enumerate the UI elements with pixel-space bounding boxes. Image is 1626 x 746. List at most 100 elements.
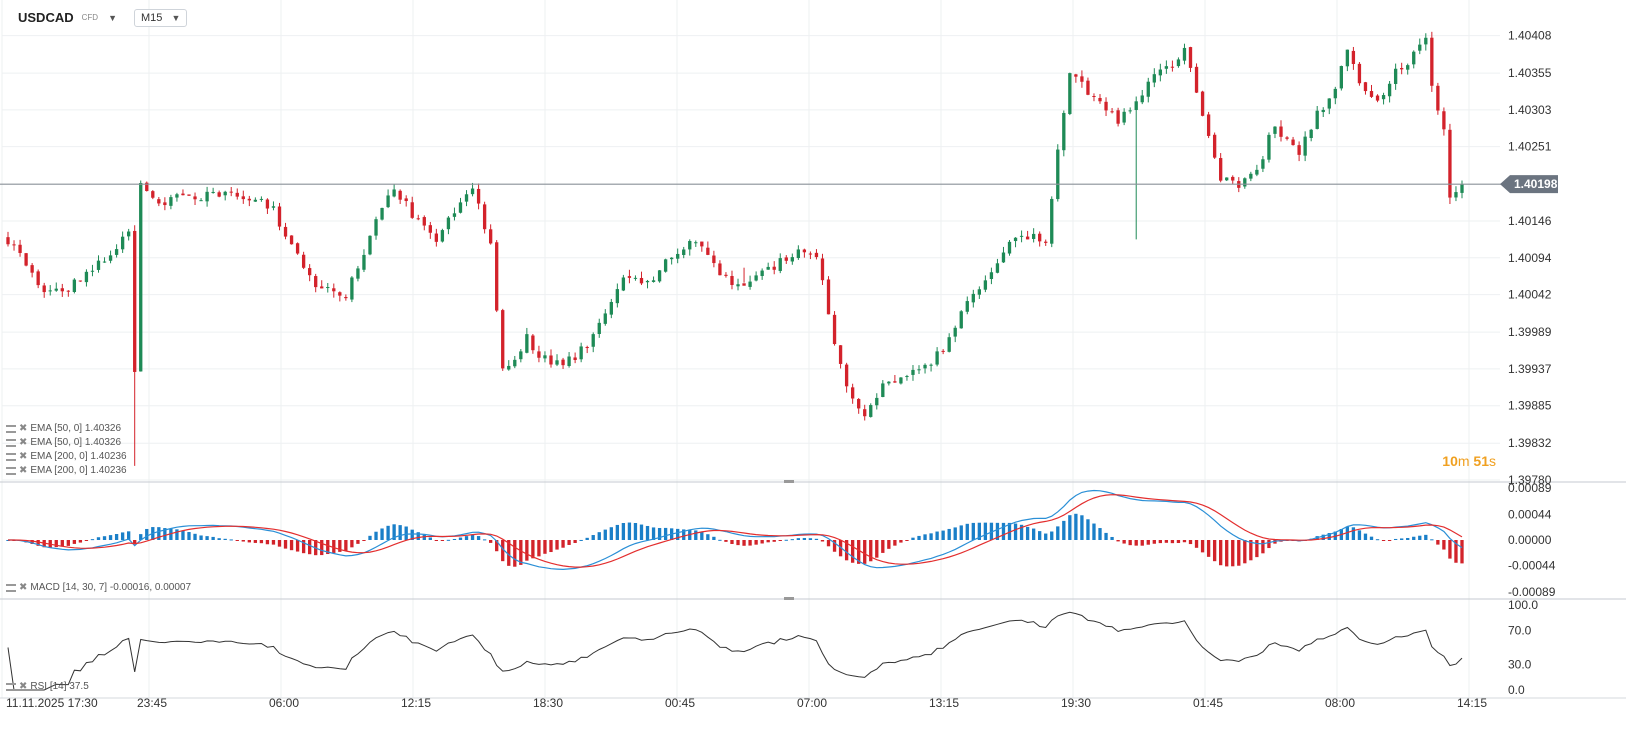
candle-body: [1454, 192, 1458, 198]
candle-body: [814, 252, 819, 258]
candle: [169, 194, 173, 210]
candle: [1424, 33, 1428, 51]
candle: [561, 357, 565, 370]
candle-body: [440, 230, 445, 242]
candle: [1128, 107, 1132, 114]
candle: [778, 253, 782, 274]
macd-bar: [476, 536, 481, 540]
macd-bar: [120, 532, 125, 540]
y-tick-label: 1.40042: [1508, 288, 1552, 302]
macd-bar: [1080, 515, 1084, 540]
close-icon[interactable]: ✖: [19, 582, 28, 593]
candle: [283, 222, 288, 240]
candle: [1092, 93, 1096, 102]
macd-bar: [700, 531, 704, 540]
settings-icon[interactable]: [6, 438, 16, 447]
macd-bar: [1019, 524, 1024, 540]
macd-tick-label: -0.00044: [1508, 559, 1556, 573]
macd-bar: [72, 540, 77, 544]
macd-bar: [223, 538, 227, 540]
macd-bar: [790, 539, 794, 541]
candle-body: [314, 276, 318, 288]
candle-body: [543, 355, 547, 359]
macd-bar: [1200, 540, 1205, 553]
macd-bar: [724, 540, 728, 542]
candle-body: [410, 202, 414, 218]
candle-body: [48, 290, 52, 292]
x-tick-label: 12:15: [401, 696, 431, 710]
candle-body: [488, 229, 493, 244]
candle-body: [1025, 236, 1030, 240]
macd-bar: [1345, 526, 1350, 540]
candle: [850, 383, 855, 404]
candle: [754, 271, 758, 282]
candle-body: [404, 198, 408, 202]
candle: [676, 248, 680, 264]
candle-body: [1315, 110, 1319, 129]
macd-bar: [1031, 528, 1036, 540]
candle: [760, 268, 764, 280]
candle-body: [700, 241, 704, 247]
candle-body: [169, 197, 173, 206]
candle: [482, 201, 487, 234]
candle-body: [1206, 114, 1211, 136]
candle: [857, 398, 861, 414]
symbol-selector[interactable]: USDCAD CFD ▼: [18, 10, 117, 25]
y-tick-label: 1.40303: [1508, 103, 1552, 117]
macd-bar: [265, 540, 270, 545]
settings-icon[interactable]: [6, 682, 16, 691]
candle: [1194, 63, 1199, 94]
candle: [392, 184, 396, 198]
candle-body: [712, 255, 716, 264]
settings-icon[interactable]: [6, 583, 16, 592]
candle: [54, 282, 58, 292]
candle-body: [247, 198, 251, 201]
candle: [645, 279, 650, 289]
macd-bar: [1442, 540, 1446, 550]
candle: [941, 349, 945, 355]
macd-bar: [579, 539, 583, 541]
x-tick-label: 11.11.2025 17:30: [6, 696, 98, 710]
candle-body: [235, 192, 239, 197]
close-icon[interactable]: ✖: [19, 465, 28, 476]
chevron-down-icon[interactable]: ▼: [108, 12, 117, 23]
candle: [151, 190, 155, 200]
macd-bar: [84, 540, 89, 541]
candle: [1412, 50, 1416, 69]
candle-body: [1080, 76, 1084, 82]
candle-body: [694, 242, 698, 244]
candle-body: [1050, 198, 1054, 244]
macd-bar: [1013, 523, 1018, 540]
candle: [42, 282, 46, 298]
x-tick-label: 00:45: [665, 696, 695, 710]
settings-icon[interactable]: [6, 466, 16, 475]
settings-icon[interactable]: [6, 452, 16, 461]
rsi-tick-label: 0.0: [1508, 683, 1525, 697]
timeframe-selector[interactable]: M15 ▼: [134, 9, 188, 27]
macd-bar: [953, 527, 957, 540]
candle: [983, 275, 988, 293]
close-icon[interactable]: ✖: [19, 451, 28, 462]
candle: [1315, 106, 1319, 130]
macd-bar: [1430, 539, 1434, 541]
candle: [1019, 230, 1024, 243]
candle-body: [893, 381, 897, 383]
macd-bar: [820, 540, 825, 542]
macd-bar: [525, 540, 529, 561]
close-icon[interactable]: ✖: [19, 423, 28, 434]
candle: [1110, 107, 1114, 114]
macd-bar: [271, 540, 276, 545]
macd-bar: [1110, 536, 1114, 540]
candle-body: [772, 266, 776, 270]
candle: [295, 242, 300, 255]
macd-bar: [1146, 540, 1150, 545]
macd-bar: [205, 536, 209, 540]
close-icon[interactable]: ✖: [19, 681, 28, 692]
candle-body: [832, 314, 837, 345]
candle: [259, 196, 264, 202]
candle: [1044, 239, 1048, 246]
close-icon[interactable]: ✖: [19, 437, 28, 448]
settings-icon[interactable]: [6, 424, 16, 433]
candle-body: [989, 272, 994, 280]
